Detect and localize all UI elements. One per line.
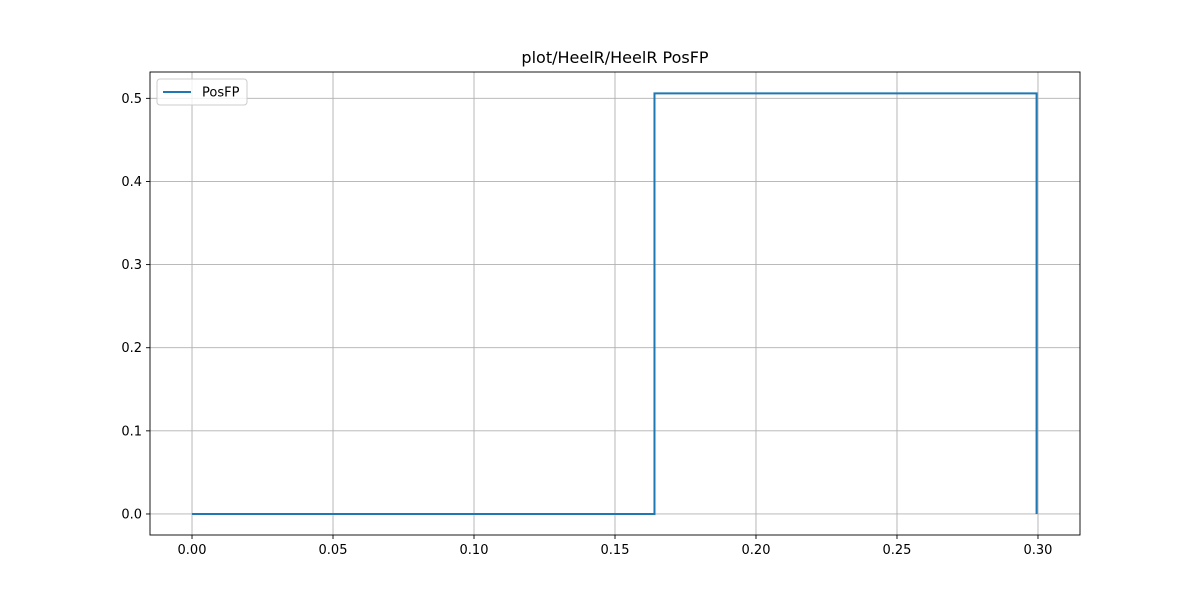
y-tick-label: 0.4 <box>121 175 142 190</box>
x-tick-label: 0.00 <box>178 543 207 558</box>
x-tick-label: 0.20 <box>742 543 771 558</box>
x-tick-label: 0.30 <box>1024 543 1053 558</box>
legend-box <box>156 78 248 106</box>
grid <box>150 72 1080 535</box>
x-tick-label: 0.10 <box>460 543 489 558</box>
x-tick-label: 0.15 <box>601 543 630 558</box>
y-tick-label: 0.2 <box>121 341 142 356</box>
legend-label: PosFP <box>202 86 240 101</box>
x-tick-label: 0.25 <box>883 543 912 558</box>
legend: PosFP <box>156 78 248 106</box>
y-tick-label: 0.3 <box>121 258 142 273</box>
y-tick-label: 0.1 <box>121 424 142 439</box>
y-tick-label: 0.0 <box>121 507 142 522</box>
series-layer <box>192 92 1038 515</box>
series-line-posfp <box>192 92 1038 515</box>
chart-title: plot/HeelR/HeelR PosFP <box>521 48 709 67</box>
y-axis: 0.0 0.1 0.2 0.3 0.4 0.5 <box>121 92 150 522</box>
x-tick-label: 0.05 <box>319 543 348 558</box>
y-tick-label: 0.5 <box>121 92 142 107</box>
x-axis: 0.00 0.05 0.10 0.15 0.20 0.25 0.30 <box>178 535 1053 558</box>
